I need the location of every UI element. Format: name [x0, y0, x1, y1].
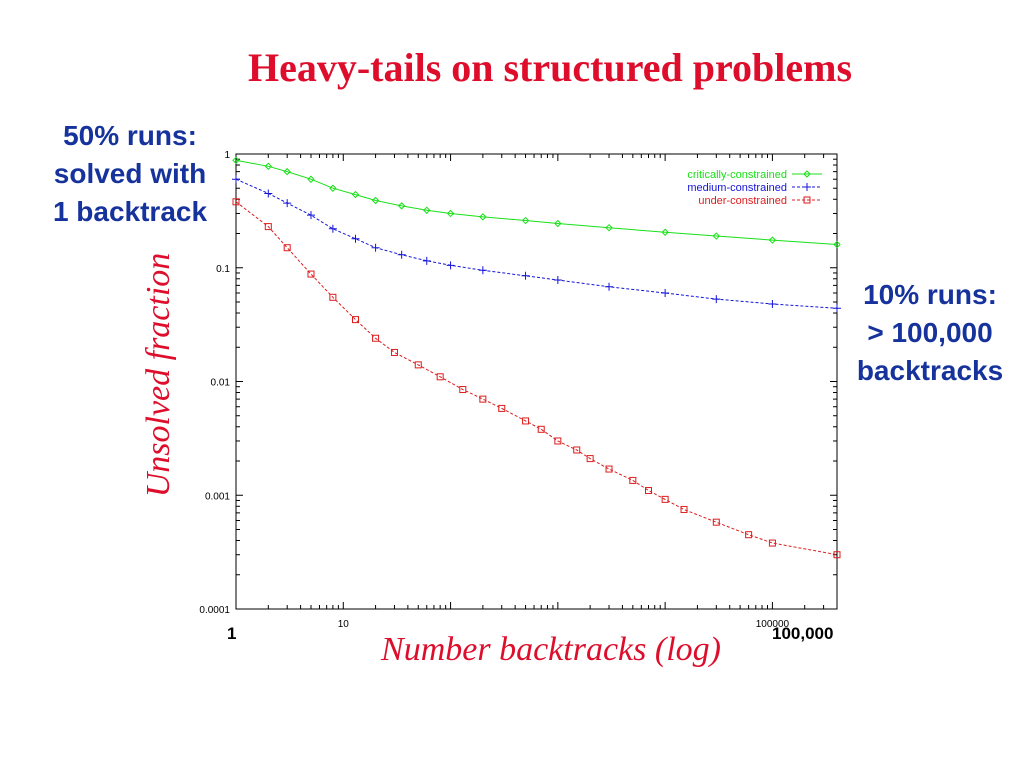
y-tick-label: 0.1 [216, 264, 230, 275]
annotation-median-runs: 50% runs: solved with 1 backtrack [30, 117, 230, 231]
data-point-under-constrained [498, 404, 506, 412]
data-point-medium-constrained [351, 234, 360, 243]
data-point-under-constrained [768, 539, 776, 547]
data-point-under-constrained [390, 348, 398, 356]
annotation-left-line-1: 50% runs: [63, 120, 197, 151]
data-point-under-constrained [232, 198, 240, 206]
data-point-medium-constrained [521, 271, 530, 280]
data-point-critically-constrained [423, 206, 431, 214]
series-line-medium-constrained [235, 178, 838, 309]
legend-label-under-constrained: under-constrained [698, 195, 787, 207]
data-point-under-constrained [586, 455, 594, 463]
data-point-critically-constrained [605, 223, 613, 232]
data-point-under-constrained [352, 316, 360, 324]
data-point-critically-constrained [833, 240, 841, 249]
data-point-critically-constrained [479, 213, 487, 221]
legend-marker-medium-constrained [803, 183, 811, 191]
data-point-medium-constrained [605, 282, 614, 291]
data-point-critically-constrained [371, 196, 380, 205]
slide-title: Heavy-tails on structured problems [247, 45, 853, 90]
data-point-critically-constrained [768, 236, 777, 244]
data-point-under-constrained [605, 465, 613, 473]
x-axis-label: Number backtracks (log) [381, 631, 721, 668]
legend-marker-under-constrained [803, 196, 811, 204]
data-point-under-constrained [712, 518, 720, 526]
data-point-under-constrained [436, 373, 444, 381]
data-point-under-constrained [680, 505, 688, 513]
data-point-under-constrained [329, 293, 337, 301]
y-tick-label: 1 [224, 150, 230, 161]
data-point-medium-constrained [306, 211, 315, 220]
data-point-critically-constrained [554, 219, 562, 228]
x-edge-label-left: 1 [227, 624, 237, 643]
annotation-right-line-2: > 100,000 [867, 317, 993, 348]
y-tick-label: 0.0001 [199, 605, 230, 616]
x-tick-label: 10 [338, 619, 350, 630]
data-point-under-constrained [307, 270, 315, 278]
data-point-under-constrained [459, 386, 467, 394]
annotation-right-line-3: backtracks [856, 355, 1004, 386]
data-point-under-constrained [372, 334, 380, 342]
data-point-medium-constrained [553, 276, 562, 285]
data-point-medium-constrained [264, 189, 273, 198]
x-tick-label: 100000 [756, 619, 790, 630]
data-point-critically-constrained [264, 162, 273, 170]
data-point-critically-constrained [232, 156, 240, 165]
data-point-under-constrained [629, 476, 637, 484]
data-point-medium-constrained [397, 250, 406, 259]
data-point-critically-constrained [351, 190, 360, 199]
data-point-critically-constrained [283, 167, 291, 176]
data-point-medium-constrained [712, 295, 721, 304]
data-point-critically-constrained [446, 209, 455, 218]
data-point-under-constrained [414, 361, 422, 369]
series-line-critically-constrained [235, 159, 838, 245]
y-tick-label: 0.01 [211, 378, 231, 389]
data-point-under-constrained [264, 223, 272, 231]
data-point-under-constrained [745, 531, 753, 539]
data-point-critically-constrained [397, 202, 406, 210]
data-point-medium-constrained [232, 175, 240, 184]
data-point-under-constrained [283, 244, 291, 252]
data-point-under-constrained [522, 417, 530, 425]
data-point-critically-constrained [712, 232, 721, 240]
annotation-tail-runs: 10% runs: > 100,000 backtracks [836, 276, 1024, 390]
data-point-under-constrained [554, 437, 562, 445]
data-point-medium-constrained [768, 300, 777, 309]
data-point-medium-constrained [371, 243, 380, 252]
data-point-under-constrained [645, 487, 653, 495]
data-point-medium-constrained [283, 199, 292, 208]
data-point-medium-constrained [833, 304, 841, 313]
data-point-medium-constrained [446, 261, 455, 270]
data-point-critically-constrained [661, 228, 669, 236]
data-point-medium-constrained [328, 224, 337, 233]
x-edge-label-right: 100,000 [772, 624, 834, 643]
data-point-critically-constrained [307, 175, 315, 183]
data-point-under-constrained [479, 395, 487, 403]
data-point-medium-constrained [422, 256, 431, 265]
annotation-right-line-1: 10% runs: [863, 279, 997, 310]
data-point-critically-constrained [521, 216, 530, 225]
legend-label-medium-constrained: medium-constrained [687, 182, 787, 194]
data-point-medium-constrained [478, 266, 487, 275]
legend-label-critically-constrained: critically-constrained [687, 169, 787, 181]
legend-marker-critically-constrained [803, 170, 811, 178]
y-tick-label: 0.001 [205, 491, 230, 502]
data-point-under-constrained [573, 446, 581, 454]
annotation-left-line-2: solved with [53, 158, 207, 189]
data-point-under-constrained [661, 495, 669, 503]
data-point-medium-constrained [661, 288, 670, 297]
data-point-under-constrained [833, 551, 841, 559]
annotation-left-line-3: 1 backtrack [52, 196, 208, 227]
data-point-under-constrained [537, 425, 545, 433]
data-point-critically-constrained [329, 184, 337, 192]
plot-frame [235, 153, 838, 610]
y-axis-label: Unsolved fraction [140, 252, 177, 498]
series-line-under-constrained [235, 201, 838, 556]
